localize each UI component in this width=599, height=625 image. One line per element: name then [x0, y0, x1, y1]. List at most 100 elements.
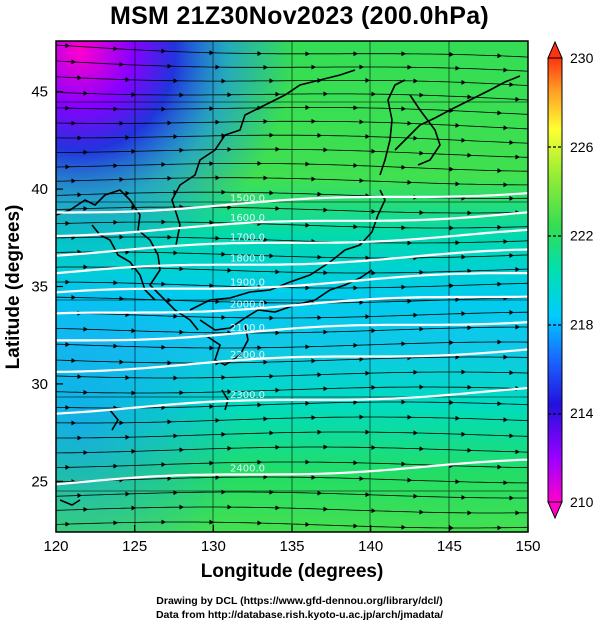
wind-arrow [467, 384, 472, 390]
colorbar-label: 218 [570, 316, 594, 332]
wind-arrow [317, 429, 322, 435]
wind-arrow [275, 146, 280, 152]
wind-arrow [497, 525, 502, 531]
wind-arrow [413, 493, 418, 499]
wind-arrow [461, 254, 466, 260]
wind-arrow [113, 280, 118, 286]
wind-arrow [365, 429, 370, 435]
wind-arrow [515, 510, 520, 516]
graticule [56, 41, 528, 532]
wind-arrow [161, 405, 166, 411]
wind-arrow [167, 234, 172, 240]
wind-arrow [227, 267, 232, 273]
wind-arrow [461, 494, 466, 500]
wind-arrow [77, 135, 82, 141]
wind-arrow [113, 46, 118, 52]
wind-arrow [263, 474, 268, 480]
wind-arrow [179, 92, 184, 98]
wind-arrow [167, 63, 172, 69]
wind-arrow [71, 178, 76, 184]
wind-arrow [257, 520, 262, 526]
wind-arrow [263, 416, 268, 422]
wind-arrow [467, 94, 472, 100]
wind-arrow [83, 264, 88, 270]
wind-arrow [407, 64, 412, 70]
wind-arrow [305, 51, 310, 57]
wind-arrow [497, 339, 502, 345]
streamline [56, 206, 528, 214]
wind-arrow [173, 250, 178, 256]
wind-arrow [125, 491, 130, 497]
wind-arrow [371, 385, 376, 390]
height-contour [56, 321, 528, 342]
height-contour-label: 2000.0 [230, 299, 265, 310]
streamline [56, 341, 528, 349]
wind-arrow [173, 433, 178, 439]
wind-arrow [461, 431, 466, 437]
height-contour-label: 2300.0 [230, 390, 265, 401]
wind-arrow [515, 449, 520, 455]
wind-arrow [173, 189, 178, 195]
wind-arrow [305, 222, 310, 228]
wind-arrow [65, 105, 70, 111]
colorbar-label: 226 [570, 139, 594, 155]
wind-arrow [467, 268, 472, 274]
wind-arrow [455, 479, 460, 485]
wind-arrow [365, 492, 370, 498]
wind-arrow [413, 369, 418, 375]
wind-arrow [209, 519, 214, 525]
wind-arrow [503, 182, 508, 188]
height-contour [56, 348, 528, 373]
wind-arrow [467, 510, 472, 516]
height-contour [56, 192, 528, 214]
wind-arrow [269, 132, 274, 138]
streamline [56, 461, 528, 469]
wind-arrow [509, 253, 514, 259]
height-contour-label: 1700.0 [230, 232, 265, 243]
x-axis-title: Longitude (degrees) [201, 561, 384, 582]
wind-arrow [221, 431, 226, 437]
wind-arrow [371, 91, 376, 97]
wind-arrow [305, 400, 310, 406]
wind-arrow [449, 525, 454, 531]
wind-arrow [71, 420, 76, 426]
map-title: MSM 21Z30Nov2023 (200.0hPa) [109, 2, 490, 30]
wind-arrow [275, 444, 280, 450]
wind-arrow [455, 240, 460, 246]
streamline [56, 281, 528, 289]
wind-arrow [131, 505, 136, 511]
wind-arrow [449, 400, 454, 405]
wind-arrow [311, 474, 316, 480]
wind-arrow [497, 401, 502, 407]
wind-arrow [359, 64, 364, 70]
height-contour-label: 1500.0 [230, 194, 265, 205]
wind-arrow [305, 344, 310, 350]
wind-arrow [419, 446, 424, 452]
wind-arrow [131, 390, 136, 396]
wind-arrow [461, 369, 466, 375]
wind-arrow [167, 476, 172, 481]
wind-arrow [215, 175, 220, 181]
colorbar-scale [547, 57, 563, 503]
colorbar-label: 230 [570, 50, 594, 66]
wind-arrow [449, 283, 454, 289]
wind-arrow [125, 375, 130, 381]
wind-arrow [269, 190, 274, 196]
wind-arrow [515, 266, 520, 272]
wind-arrow [317, 254, 322, 260]
wind-arrow [209, 283, 214, 289]
wind-arrow [449, 225, 454, 231]
wind-arrow [65, 341, 70, 347]
x-tick-label: 120 [43, 538, 68, 555]
y-tick-label: 40 [31, 181, 48, 198]
wind-arrow [65, 405, 70, 411]
y-tick-label: 30 [31, 376, 48, 393]
wind-arrow [311, 358, 316, 364]
wind-arrow [467, 447, 472, 453]
wind-arrow [215, 474, 220, 480]
wind-arrow [359, 414, 364, 420]
wind-arrow [323, 444, 328, 450]
wind-arrow [119, 359, 124, 365]
wind-arrow [407, 477, 412, 483]
wind-arrow [161, 48, 166, 54]
